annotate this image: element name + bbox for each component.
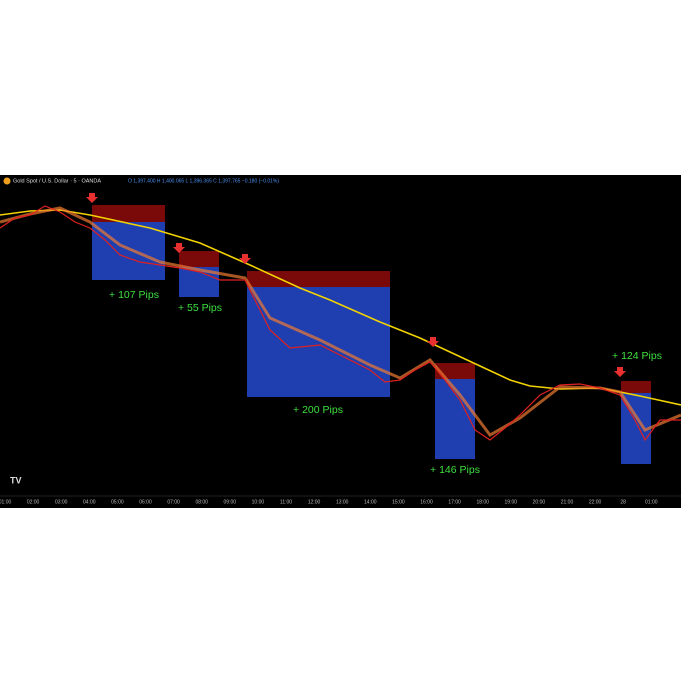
pips-label: + 200 Pips (293, 404, 343, 416)
time-label: 04:00 (83, 499, 96, 505)
time-label: 01:00 (645, 499, 658, 505)
entry-arrows (86, 193, 626, 377)
time-label: 07:00 (167, 499, 180, 505)
pips-label: + 107 Pips (109, 289, 159, 301)
stop-zone (621, 381, 651, 393)
stop-zone (247, 271, 390, 287)
time-label: 16:00 (420, 499, 433, 505)
pips-label: + 124 Pips (612, 350, 662, 362)
time-label: 21:00 (561, 499, 574, 505)
time-label: 17:00 (448, 499, 461, 505)
time-label: 02:00 (27, 499, 40, 505)
ma-ribbon (0, 206, 681, 437)
stop-zone (435, 363, 475, 379)
moving-average (0, 209, 681, 406)
time-label: 03:00 (55, 499, 68, 505)
time-label: 22:00 (589, 499, 602, 505)
time-label: 08:00 (195, 499, 208, 505)
trade-boxes (92, 205, 651, 464)
time-label: 19:00 (505, 499, 518, 505)
time-label: 13:00 (336, 499, 349, 505)
pips-label: + 55 Pips (178, 302, 222, 314)
pips-label: + 146 Pips (430, 464, 480, 476)
time-label: 10:00 (252, 499, 265, 505)
time-label: 18:00 (476, 499, 489, 505)
entry-arrow (239, 254, 251, 264)
target-zone (435, 379, 475, 459)
target-zone (247, 287, 390, 397)
time-label: 09:00 (224, 499, 237, 505)
stop-zone (92, 205, 165, 222)
tv-logo: TV (10, 475, 22, 485)
symbol-icon (3, 177, 11, 185)
symbol-title: Gold Spot / U.S. Dollar · 5 · OANDA (13, 178, 101, 184)
time-label: 11:00 (280, 499, 292, 505)
ohlc-values: O 1,397.400 H 1,400.065 L 1,396.365 C 1,… (128, 178, 279, 184)
entry-arrow (86, 193, 98, 203)
price-line (0, 205, 681, 442)
time-label: 05:00 (111, 499, 124, 505)
time-label: 28 (620, 499, 626, 505)
time-label: 12:00 (308, 499, 321, 505)
entry-arrow (427, 337, 439, 347)
entry-arrow (173, 243, 185, 253)
entry-arrow (614, 367, 626, 377)
time-label: 20:00 (533, 499, 546, 505)
time-label: 15:00 (392, 499, 405, 505)
time-label: 14:00 (364, 499, 377, 505)
time-label: 01:00 (0, 499, 11, 505)
stop-zone (179, 251, 219, 267)
time-label: 06:00 (139, 499, 152, 505)
